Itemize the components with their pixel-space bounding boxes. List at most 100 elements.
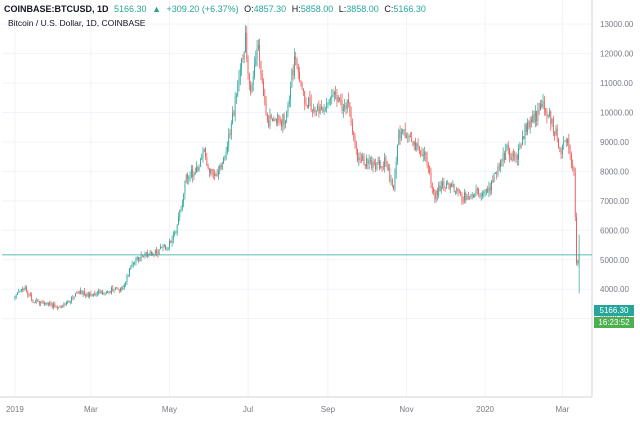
candle-body bbox=[72, 296, 74, 298]
chart-subtitle: Bitcoin / U.S. Dollar, 1D, COINBASE bbox=[8, 18, 146, 28]
candle-body bbox=[465, 192, 467, 200]
open-value: 4857.30 bbox=[253, 4, 287, 14]
candle-body bbox=[205, 148, 206, 157]
candle-body bbox=[433, 188, 434, 192]
candle-body bbox=[556, 128, 558, 139]
candle-body bbox=[166, 248, 168, 250]
candle-body bbox=[126, 276, 128, 282]
candle-body bbox=[411, 137, 413, 142]
candle-body bbox=[198, 166, 200, 171]
last-price: 5166.30 bbox=[114, 4, 147, 14]
candle-body bbox=[281, 120, 282, 127]
candle-body bbox=[518, 147, 519, 160]
candle-body bbox=[336, 94, 338, 102]
candle-body bbox=[467, 196, 469, 198]
candle-body bbox=[14, 296, 16, 299]
candle-body bbox=[462, 200, 464, 201]
candle-body bbox=[268, 119, 270, 127]
candle-body bbox=[349, 103, 351, 112]
candle-body bbox=[574, 173, 576, 218]
candle-body bbox=[242, 58, 244, 60]
candle-body bbox=[203, 148, 205, 151]
candle-body bbox=[478, 189, 480, 194]
candle-body bbox=[245, 32, 246, 53]
candle-body bbox=[194, 172, 196, 175]
candle-body bbox=[91, 295, 93, 297]
candle-body bbox=[202, 150, 204, 160]
candle-body bbox=[364, 164, 366, 167]
candle-body bbox=[505, 149, 507, 160]
candle-body bbox=[277, 114, 279, 123]
candle-body bbox=[89, 292, 90, 297]
candle-body bbox=[506, 145, 508, 150]
candle-body bbox=[346, 99, 348, 110]
candle-body bbox=[550, 111, 552, 124]
candle-body bbox=[270, 115, 272, 119]
candle-body bbox=[451, 184, 452, 188]
candle-body bbox=[497, 166, 499, 174]
candle-body bbox=[162, 246, 164, 248]
close-label: C: bbox=[384, 4, 394, 14]
candle-body bbox=[357, 148, 358, 161]
last-price-tag: 5166.30 bbox=[594, 305, 634, 316]
candle-body bbox=[219, 164, 221, 171]
candle-body bbox=[19, 291, 21, 292]
candle-body bbox=[255, 58, 257, 65]
candle-body bbox=[77, 291, 79, 293]
candle-body bbox=[160, 246, 161, 250]
high-label: H: bbox=[291, 4, 301, 14]
candle-body bbox=[431, 182, 433, 189]
candle-body bbox=[27, 290, 29, 296]
candle-body bbox=[321, 107, 322, 110]
candle-body bbox=[149, 251, 151, 255]
candle-body bbox=[438, 185, 440, 196]
candle-body bbox=[533, 114, 535, 123]
candle-body bbox=[103, 293, 105, 295]
candle-body bbox=[525, 124, 527, 133]
candle-body bbox=[449, 184, 451, 189]
candle-body bbox=[134, 262, 136, 264]
candle-body bbox=[296, 59, 298, 65]
candle-body bbox=[318, 105, 320, 113]
candle-body bbox=[542, 100, 544, 107]
candle-body bbox=[20, 289, 22, 292]
candle-body bbox=[228, 133, 230, 147]
candle-body bbox=[165, 245, 167, 250]
candle-body bbox=[558, 138, 559, 148]
candle-body bbox=[246, 32, 248, 59]
candle-body bbox=[80, 290, 81, 294]
x-tick-label: 2020 bbox=[476, 405, 494, 414]
candle-body bbox=[18, 291, 20, 293]
candle-body bbox=[457, 188, 459, 193]
candle-body bbox=[570, 154, 572, 165]
candle-body bbox=[568, 138, 570, 149]
candle-body bbox=[534, 110, 536, 123]
candle-body bbox=[209, 168, 210, 173]
candle-body bbox=[527, 121, 528, 133]
candle-body bbox=[216, 174, 218, 176]
candle-body bbox=[220, 164, 222, 169]
candle-body bbox=[455, 191, 456, 193]
symbol-label[interactable]: COINBASE:BTCUSD, 1D bbox=[4, 4, 109, 14]
candle-body bbox=[292, 70, 294, 76]
candle-body bbox=[29, 294, 31, 296]
x-tick-label: Mar bbox=[555, 405, 569, 414]
candle-body bbox=[35, 301, 36, 303]
candle-body bbox=[341, 100, 343, 111]
candle-body bbox=[55, 306, 57, 308]
candle-body bbox=[317, 105, 319, 111]
candle-body bbox=[389, 167, 391, 181]
candle-body bbox=[125, 281, 127, 285]
candle-body bbox=[559, 147, 561, 149]
candle-body bbox=[393, 185, 395, 190]
candle-body bbox=[386, 162, 388, 168]
candle-body bbox=[390, 179, 392, 181]
candle-body bbox=[479, 193, 481, 197]
candle-body bbox=[90, 292, 92, 297]
countdown-tag: 16:23:52 bbox=[594, 317, 634, 328]
candle-body bbox=[547, 115, 549, 117]
candle-body bbox=[167, 247, 169, 249]
candle-body bbox=[170, 241, 172, 243]
candle-body bbox=[408, 135, 410, 138]
